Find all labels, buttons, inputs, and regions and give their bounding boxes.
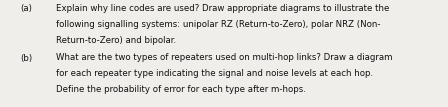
Text: (b): (b) [20,54,32,62]
Text: for each repeater type indicating the signal and noise levels at each hop.: for each repeater type indicating the si… [56,69,373,78]
Text: following signalling systems: unipolar RZ (Return-to-Zero), polar NRZ (Non-: following signalling systems: unipolar R… [56,20,380,29]
Text: (a): (a) [20,4,32,13]
Text: Explain why line codes are used? Draw appropriate diagrams to illustrate the: Explain why line codes are used? Draw ap… [56,4,389,13]
Text: Return-to-Zero) and bipolar.: Return-to-Zero) and bipolar. [56,36,176,45]
Text: What are the two types of repeaters used on multi-hop links? Draw a diagram: What are the two types of repeaters used… [56,54,392,62]
Text: Define the probability of error for each type after m-hops.: Define the probability of error for each… [56,85,306,94]
